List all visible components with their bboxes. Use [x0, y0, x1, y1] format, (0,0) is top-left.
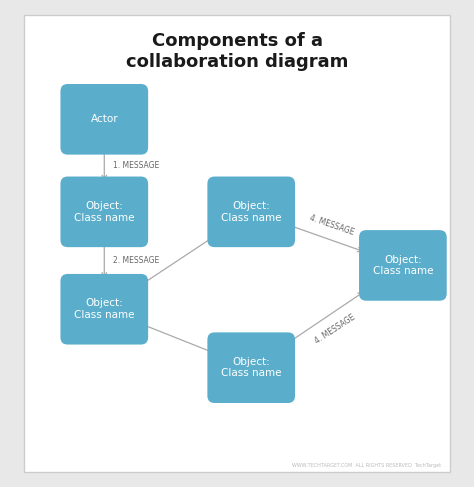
Text: 2. MESSAGE: 2. MESSAGE — [113, 256, 159, 265]
Text: Object:
Class name: Object: Class name — [221, 201, 282, 223]
Text: Object:
Class name: Object: Class name — [74, 201, 135, 223]
FancyBboxPatch shape — [61, 84, 148, 155]
Text: Components of a
collaboration diagram: Components of a collaboration diagram — [126, 32, 348, 71]
FancyBboxPatch shape — [359, 230, 447, 300]
FancyBboxPatch shape — [207, 177, 295, 247]
Text: 4. MESSAGE: 4. MESSAGE — [308, 213, 355, 237]
FancyBboxPatch shape — [61, 177, 148, 247]
Text: Object:
Class name: Object: Class name — [373, 255, 433, 276]
FancyBboxPatch shape — [207, 332, 295, 403]
Text: 1. MESSAGE: 1. MESSAGE — [113, 161, 159, 170]
Text: WWW.TECHTARGET.COM  ALL RIGHTS RESERVED  TechTarget: WWW.TECHTARGET.COM ALL RIGHTS RESERVED T… — [292, 464, 441, 468]
Text: Object:
Class name: Object: Class name — [74, 299, 135, 320]
Text: Actor: Actor — [91, 114, 118, 124]
FancyBboxPatch shape — [61, 274, 148, 345]
Text: 4. MESSAGE: 4. MESSAGE — [313, 312, 357, 345]
Text: Object:
Class name: Object: Class name — [221, 357, 282, 378]
FancyBboxPatch shape — [24, 15, 450, 472]
